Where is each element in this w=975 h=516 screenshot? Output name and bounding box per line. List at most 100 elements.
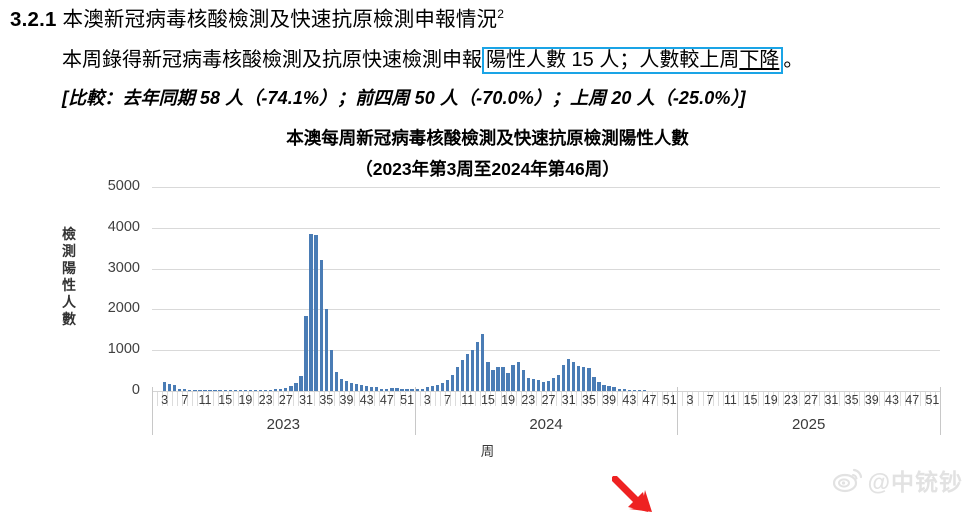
x-tickmark xyxy=(909,392,911,406)
x-axis-title: 周 xyxy=(480,444,495,459)
bar xyxy=(471,350,475,391)
x-tickmark xyxy=(889,392,891,406)
x-tickmark xyxy=(687,392,689,406)
bar xyxy=(344,380,349,391)
bar xyxy=(476,342,480,391)
x-tickmark xyxy=(197,392,199,406)
x-tickmark xyxy=(621,392,623,406)
x-tickmark xyxy=(854,392,856,406)
x-tickmark xyxy=(672,392,674,406)
gridline xyxy=(152,268,940,270)
bar xyxy=(481,333,485,391)
x-tickmark xyxy=(349,392,350,406)
watermark-handle: @中铳钞 xyxy=(867,469,963,495)
y-axis-label: 檢測陽性人數 xyxy=(62,226,76,327)
bar xyxy=(561,364,566,391)
x-tickmark xyxy=(384,392,386,406)
x-tickmark xyxy=(217,392,219,406)
summary-paragraph: 本周錄得新冠病毒核酸檢測及抗原快速檢測申報 陽性人數 15 人；人數較上周下降。 xyxy=(62,43,803,74)
x-tickmark xyxy=(849,392,851,406)
x-tick-label: 19 xyxy=(501,393,516,407)
x-tickmark xyxy=(374,392,376,406)
year-divider xyxy=(940,387,941,435)
x-tickmark xyxy=(743,392,744,406)
bar xyxy=(268,389,273,391)
x-tickmark xyxy=(505,392,507,406)
watermark: @中铳钞 xyxy=(832,463,963,497)
bar xyxy=(577,365,581,391)
gridline xyxy=(152,227,940,229)
y-tick-label: 2000 xyxy=(107,300,140,317)
comparison-line: [比較：去年同期 58 人（-74.1%）；前四周 50 人（-70.0%）；上… xyxy=(62,88,746,108)
x-tickmark xyxy=(434,392,436,406)
year-label: 2024 xyxy=(529,416,563,433)
x-tick-label: 51 xyxy=(925,393,940,407)
x-tickmark xyxy=(530,392,532,406)
bar xyxy=(304,315,308,391)
bar xyxy=(551,377,556,391)
x-tickmark xyxy=(616,392,618,406)
x-tickmark xyxy=(424,392,426,406)
x-tickmark xyxy=(626,392,628,406)
x-tickmark xyxy=(470,392,472,406)
x-tick-label: 3 xyxy=(686,393,694,407)
bar xyxy=(400,388,404,391)
x-tickmark xyxy=(818,392,820,406)
bar xyxy=(491,369,495,391)
chart-subtitle: （2023年第3周至2024年第46周） xyxy=(355,159,620,179)
bar xyxy=(455,366,460,391)
x-tickmark xyxy=(662,392,664,406)
bar xyxy=(390,388,394,391)
x-tickmark xyxy=(864,392,866,406)
x-tickmark xyxy=(566,392,568,406)
x-tickmark xyxy=(773,392,775,406)
x-tickmark xyxy=(263,392,265,406)
y-axis-ticks: 0 1000 2000 3000 4000 5000 xyxy=(78,118,140,483)
x-axis-tickmarks xyxy=(152,392,941,406)
bar xyxy=(324,309,328,391)
x-tickmark xyxy=(207,392,209,406)
x-tickmark xyxy=(500,392,502,406)
x-tickmark xyxy=(596,392,598,406)
x-tickmark xyxy=(879,392,881,406)
summary-suffix: 。 xyxy=(783,49,804,71)
x-tickmark xyxy=(581,392,583,406)
x-tickmark xyxy=(535,392,537,406)
bar xyxy=(198,389,202,391)
x-tickmark xyxy=(258,392,260,406)
x-tickmark xyxy=(525,392,527,406)
bar xyxy=(233,389,237,391)
x-tick-label: 35 xyxy=(844,393,859,407)
x-tickmark xyxy=(298,392,300,406)
x-tickmark xyxy=(404,392,406,406)
x-tickmark xyxy=(823,392,825,406)
x-tickmark xyxy=(551,392,553,406)
x-tickmark xyxy=(798,392,800,406)
bar xyxy=(213,389,217,391)
chart-title: 本澳每周新冠病毒核酸檢測及快速抗原檢測陽性人數 xyxy=(286,128,689,148)
x-tickmark xyxy=(758,392,760,406)
x-tickmark xyxy=(354,392,356,406)
x-tick-label: 51 xyxy=(662,393,677,407)
x-tickmark xyxy=(253,392,255,406)
x-tick-label: 15 xyxy=(743,393,758,407)
bar xyxy=(299,375,303,391)
x-tickmark xyxy=(515,392,517,406)
x-tick-label: 31 xyxy=(824,393,839,407)
bar xyxy=(642,389,647,391)
bar xyxy=(612,387,616,391)
x-tickmark xyxy=(439,392,441,406)
x-tickmark xyxy=(788,392,790,406)
x-tick-label: 7 xyxy=(444,393,451,407)
x-tickmark xyxy=(369,392,371,406)
x-tickmark xyxy=(444,392,446,406)
x-tickmark xyxy=(641,392,643,406)
x-tickmark xyxy=(247,392,249,406)
bar xyxy=(223,389,227,391)
bar xyxy=(228,389,232,391)
x-tickmark xyxy=(182,392,184,406)
x-tickmark xyxy=(162,392,164,406)
x-tickmark xyxy=(409,392,411,406)
bar xyxy=(238,389,242,391)
x-tickmark xyxy=(323,392,325,406)
